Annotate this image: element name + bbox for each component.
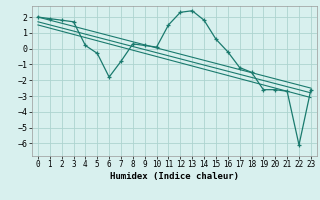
X-axis label: Humidex (Indice chaleur): Humidex (Indice chaleur) bbox=[110, 172, 239, 181]
